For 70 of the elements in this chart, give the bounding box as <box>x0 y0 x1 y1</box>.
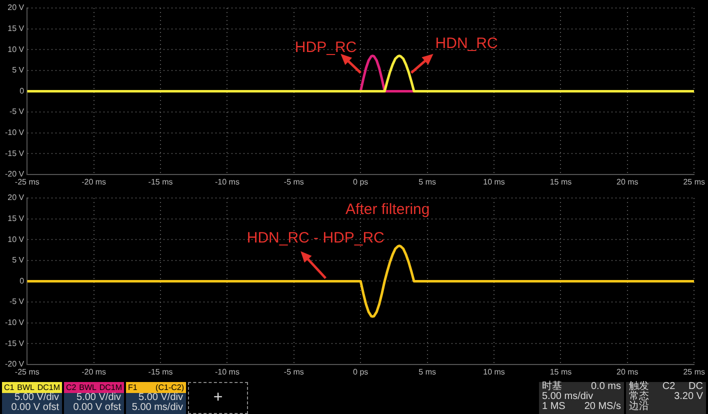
text: 5.00 ms/div <box>542 391 594 402</box>
text: F1 <box>128 382 138 393</box>
text: 1 MS <box>542 401 566 412</box>
text: C2 <box>662 381 676 392</box>
x-tick-label: 25 ms <box>683 367 706 376</box>
text: DC1M <box>99 382 122 392</box>
y-tick-label: 20 V <box>8 193 25 202</box>
text: 触发 <box>629 381 649 392</box>
x-tick-label: -25 ms <box>14 367 40 376</box>
x-tick-label: 5 ms <box>418 177 436 186</box>
text: DC1M <box>37 382 60 392</box>
y-tick-label: 20 V <box>8 3 25 12</box>
x-tick-label: 10 ms <box>483 367 505 376</box>
text: 0.00 V ofst <box>10 402 60 413</box>
series-label: HDP_RC <box>294 38 357 56</box>
x-tick-label: -15 ms <box>148 177 173 186</box>
y-tick-label: -15 V <box>4 148 25 158</box>
x-tick-label: 15 ms <box>550 367 572 376</box>
x-tick-label: -20 ms <box>82 367 106 376</box>
text: 边沿 <box>629 401 649 412</box>
text: 时基 <box>542 381 562 392</box>
text: 5.00 V/div <box>138 392 184 403</box>
text: HDN_RC <box>435 34 498 52</box>
y-tick-label: -20 V <box>4 360 25 369</box>
text: 0.0 ms <box>590 381 621 392</box>
y-tick-label: 0 <box>20 86 25 96</box>
text: 常态 <box>629 391 649 402</box>
y-tick-label: -10 V <box>4 318 25 328</box>
text: 5.00 V/div <box>14 392 60 403</box>
x-tick-label: 0 ps <box>353 177 368 186</box>
y-tick-label: -5 V <box>9 107 25 116</box>
x-tick-label: 0 ps <box>353 367 368 376</box>
y-tick-label: 0 <box>20 276 25 286</box>
text: 5.00 ms/div <box>130 402 184 413</box>
text: 20 MS/s <box>584 401 621 412</box>
y-tick-label: 10 V <box>8 234 25 244</box>
y-tick-label: 15 V <box>8 24 25 34</box>
y-tick-label: 15 V <box>8 214 25 224</box>
x-tick-label: -5 ms <box>284 177 304 186</box>
y-tick-label: 5 V <box>12 66 25 75</box>
series-label: HDN_RC - HDP_RC <box>246 229 385 246</box>
x-tick-label: -25 ms <box>14 177 40 186</box>
y-tick-label: -15 V <box>4 338 25 348</box>
text: DC <box>688 381 703 392</box>
y-tick-label: -5 V <box>9 297 25 306</box>
text: + <box>188 382 248 414</box>
text: (C1-C2) <box>156 382 184 392</box>
text: 5.00 V/div <box>76 392 122 403</box>
x-tick-label: -5 ms <box>284 367 304 376</box>
y-tick-label: 5 V <box>12 256 25 265</box>
x-tick-label: 25 ms <box>683 177 706 186</box>
x-tick-label: -15 ms <box>148 367 173 376</box>
x-tick-label: 20 ms <box>616 177 638 186</box>
y-tick-label: 10 V <box>8 44 25 54</box>
x-tick-label: 20 ms <box>616 367 638 376</box>
text: BWL <box>17 382 34 393</box>
text: C1 <box>4 382 14 393</box>
x-tick-label: -10 ms <box>214 177 240 186</box>
x-tick-label: 15 ms <box>550 177 572 186</box>
y-tick-label: -20 V <box>4 170 25 179</box>
text: C2 <box>66 382 76 393</box>
y-tick-label: -10 V <box>4 128 25 138</box>
text: 3.20 V <box>674 391 703 402</box>
text: BWL <box>79 382 96 393</box>
x-tick-label: 5 ms <box>418 367 436 376</box>
x-tick-label: -20 ms <box>82 177 106 186</box>
x-tick-label: -10 ms <box>214 367 240 376</box>
x-tick-label: 10 ms <box>483 177 505 186</box>
chart-title: After filtering <box>346 201 430 218</box>
text: 0.00 V ofst <box>72 402 122 413</box>
